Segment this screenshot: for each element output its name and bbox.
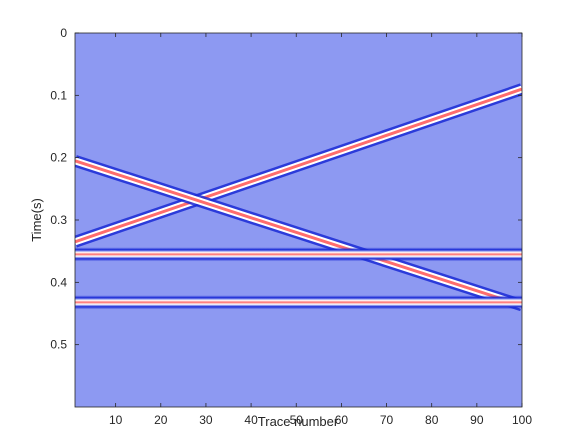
event-3 (75, 295, 522, 310)
event-band (75, 295, 522, 310)
x-tick-label: 80 (425, 413, 439, 427)
y-tick-label: 0.2 (50, 151, 67, 165)
x-axis-label: Trace number (258, 414, 339, 429)
event-0 (75, 83, 522, 248)
y-tick-label: 0.5 (50, 338, 67, 352)
x-axis: 10 20 30 40 50 60 70 80 90 100 (109, 33, 532, 427)
x-tick-label: 70 (380, 413, 394, 427)
x-tick-label: 60 (335, 413, 349, 427)
y-axis-label: Time(s) (29, 198, 44, 242)
x-tick-label: 50 (290, 413, 304, 427)
event-stroke (75, 159, 522, 307)
events-layer (75, 83, 522, 312)
event-stroke (75, 87, 522, 244)
y-tick-label: 0.3 (50, 213, 67, 227)
event-2 (75, 247, 522, 262)
x-tick-label: 40 (244, 413, 258, 427)
x-tick-label: 20 (154, 413, 168, 427)
y-tick-label: 0 (60, 26, 67, 40)
y-tick-label: 0.1 (50, 88, 67, 102)
event-1 (75, 155, 522, 312)
x-tick-label: 10 (109, 413, 123, 427)
x-tick-label: 90 (470, 413, 484, 427)
x-tick-label: 100 (512, 413, 532, 427)
y-tick-label: 0.4 (50, 275, 67, 289)
event-band (75, 247, 522, 262)
x-tick-label: 30 (199, 413, 213, 427)
y-axis: 0 0.1 0.2 0.3 0.4 0.5 (50, 26, 522, 352)
